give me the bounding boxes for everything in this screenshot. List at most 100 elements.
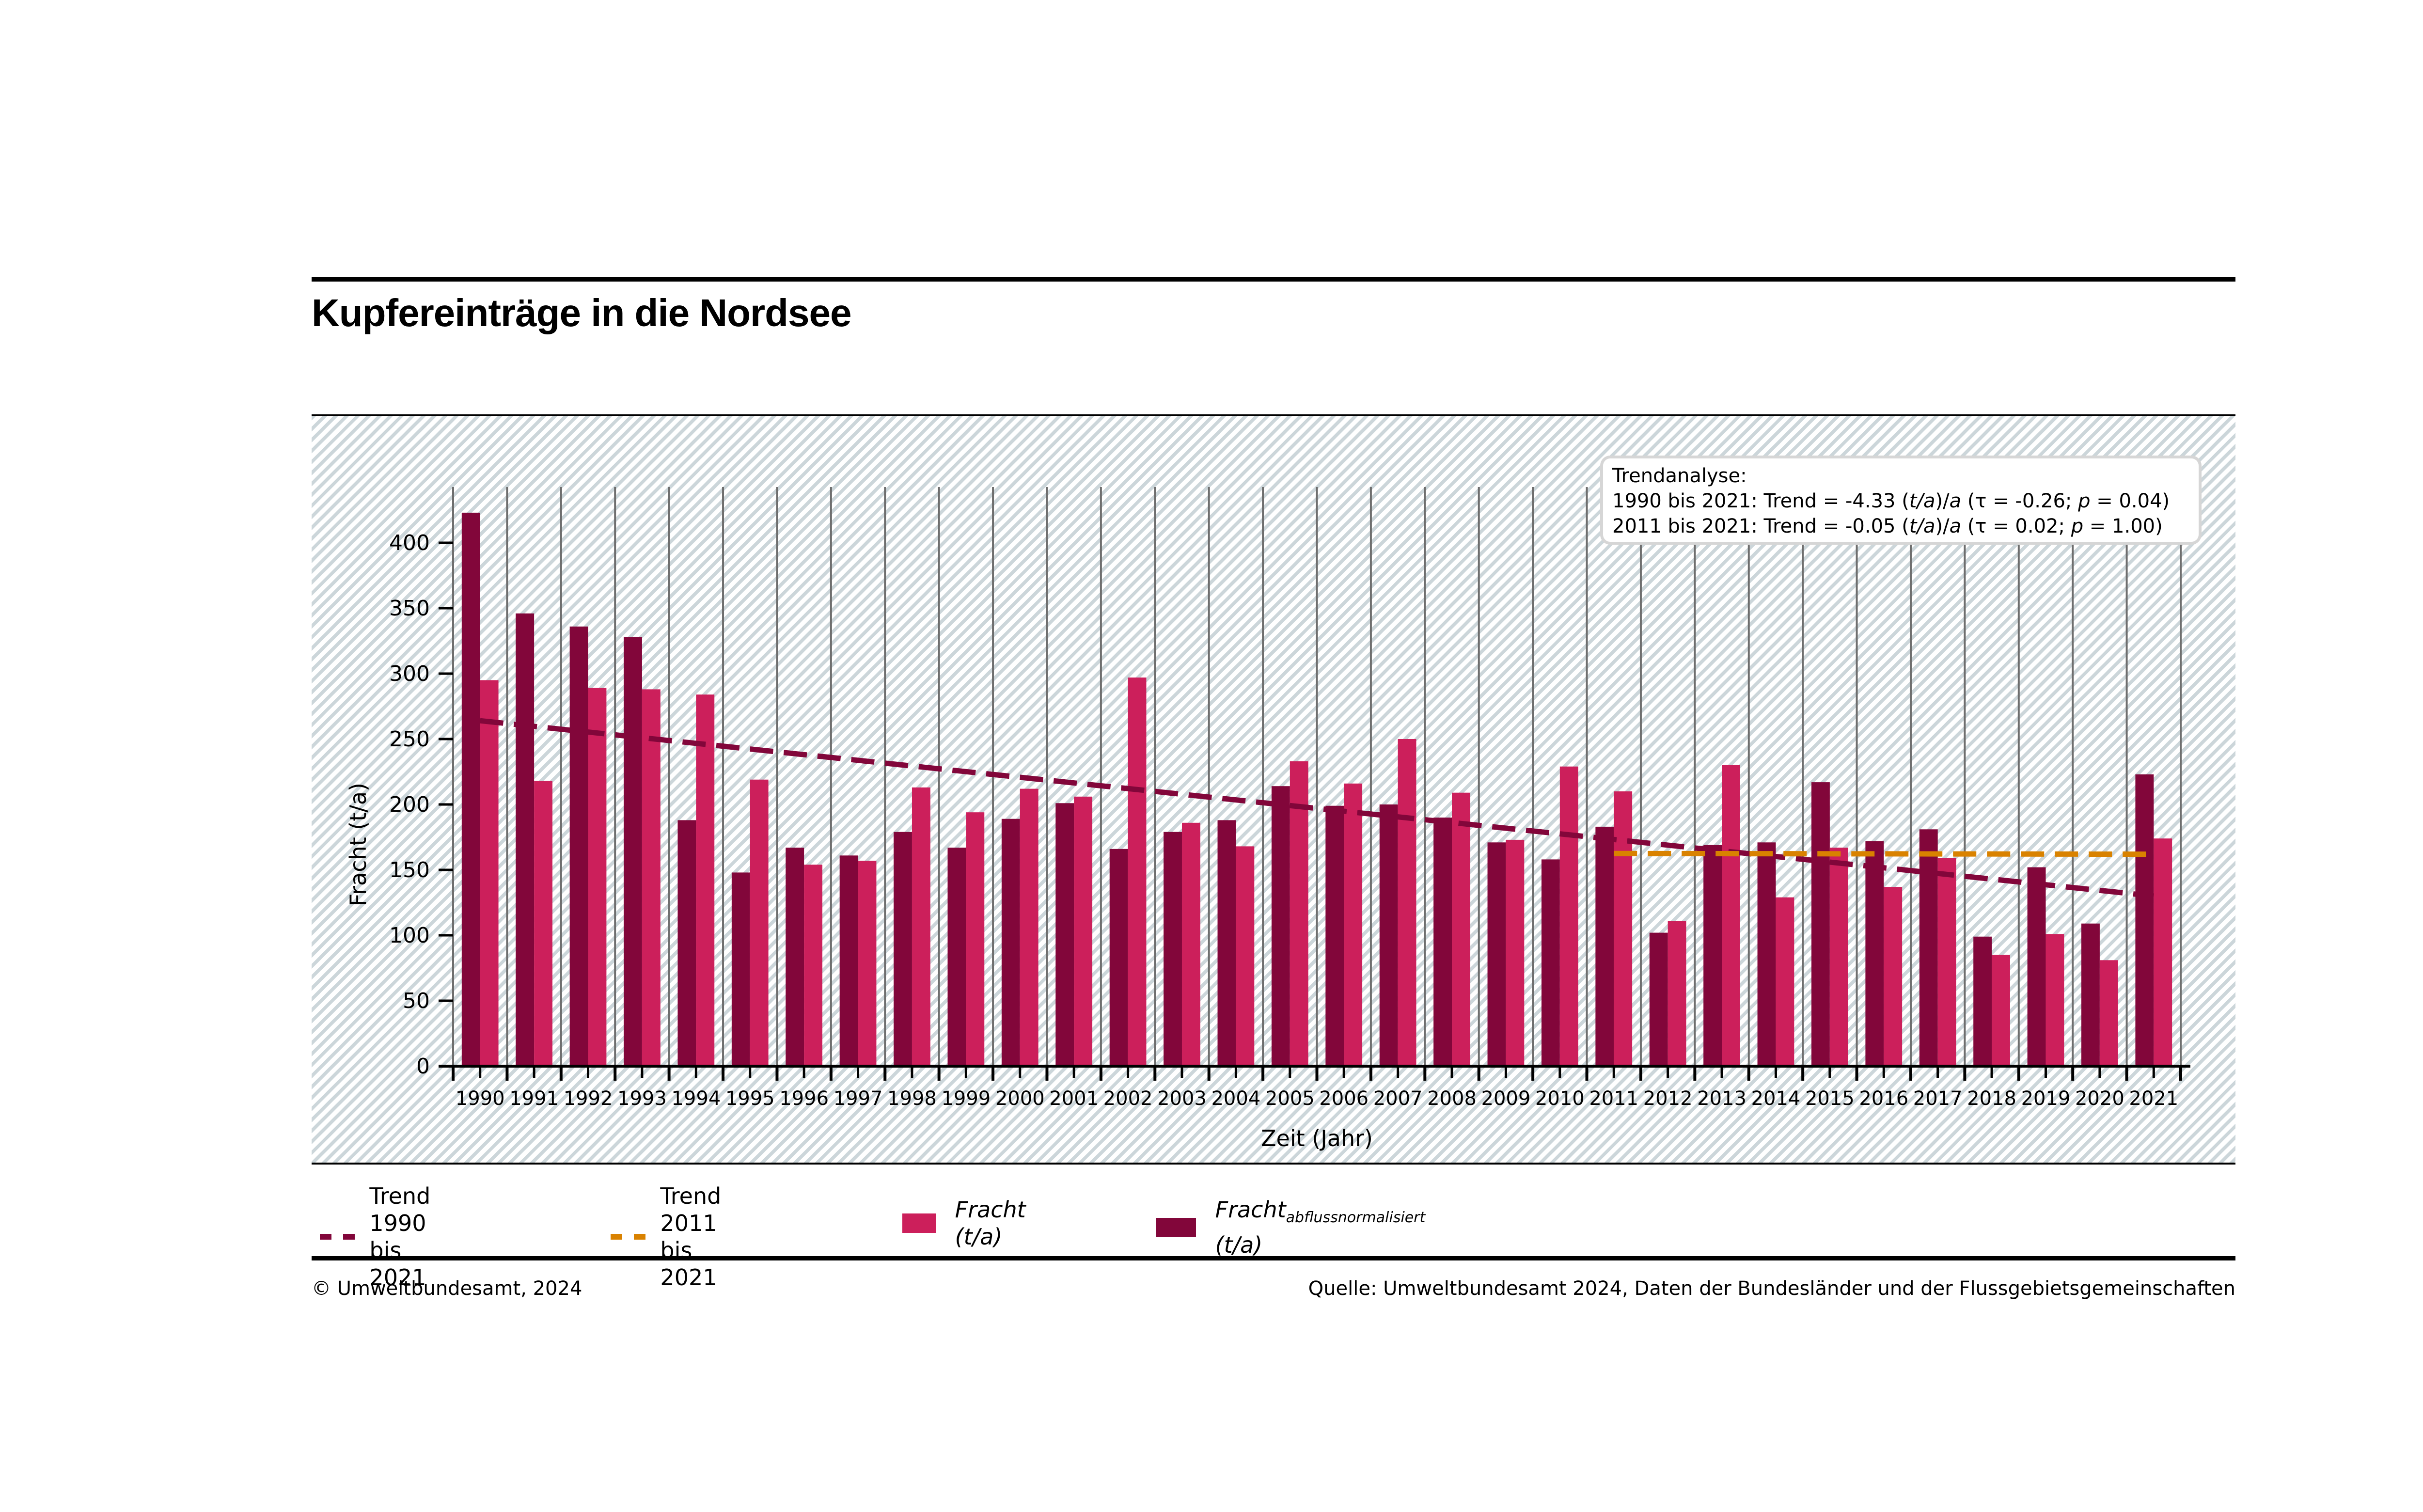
legend-item-trend-long: Trend 1990 bis 2021 [320, 1182, 458, 1291]
bar-fracht-normalized-1996 [786, 848, 804, 1066]
bar-fracht-normalized-2004 [1217, 820, 1236, 1066]
bar-fracht-1992 [588, 688, 607, 1066]
bar-fracht-normalized-2015 [1811, 782, 1830, 1066]
y-tick-label: 50 [403, 989, 430, 1013]
bar-fracht-2009 [1506, 839, 1525, 1066]
bar-fracht-normalized-1997 [839, 855, 858, 1066]
bar-fracht-1998 [912, 787, 930, 1066]
trend-short-swatch [611, 1234, 646, 1240]
x-tick-label: 1995 [725, 1087, 775, 1110]
legend-item-fracht: Fracht (t/a) [902, 1196, 1041, 1250]
legend-trend-long-line1: Trend [369, 1183, 431, 1209]
bar-fracht-1990 [480, 680, 499, 1066]
bar-fracht-2003 [1181, 822, 1200, 1066]
legend-trend-short-line1: Trend [660, 1183, 722, 1209]
trend-annotation-line: 2011 bis 2021: Trend = -0.05 (t/a)/a (τ … [1612, 515, 2163, 537]
bar-fracht-1997 [858, 861, 877, 1066]
x-tick-label: 2013 [1697, 1087, 1746, 1110]
fracht-swatch [902, 1213, 936, 1233]
copyright: © Umweltbundesamt, 2024 [312, 1277, 582, 1300]
footer-rule [312, 1256, 2235, 1260]
bar-fracht-normalized-2011 [1595, 826, 1614, 1066]
bar-fracht-2004 [1236, 846, 1255, 1066]
panel-bottom-rule [312, 1163, 2235, 1165]
y-tick-label: 250 [389, 727, 430, 752]
y-tick-label: 100 [389, 923, 430, 948]
panel-top-rule [312, 414, 2235, 416]
x-tick-label: 2021 [2129, 1087, 2178, 1110]
x-tick-label: 2006 [1319, 1087, 1369, 1110]
x-tick-label: 1991 [509, 1087, 559, 1110]
x-tick-label: 1994 [671, 1087, 721, 1110]
bar-fracht-normalized-1993 [624, 637, 642, 1066]
bar-fracht-normalized-2018 [1973, 936, 1992, 1066]
fracht-normalized-swatch [1156, 1217, 1196, 1237]
bar-fracht-2014 [1776, 897, 1794, 1066]
legend-item-fracht-normalized: Frachtabflussnormalisiert (t/a) [1156, 1196, 1434, 1259]
bar-fracht-2016 [1884, 887, 1903, 1066]
x-tick-label: 2001 [1049, 1087, 1099, 1110]
y-tick-label: 300 [389, 662, 430, 686]
bar-fracht-normalized-1999 [947, 848, 966, 1066]
trend-line-1990-2021 [480, 718, 2154, 899]
x-tick-label: 2011 [1589, 1087, 1638, 1110]
y-tick-label: 200 [389, 792, 430, 817]
bar-fracht-normalized-2002 [1109, 849, 1128, 1066]
bar-fracht-normalized-2010 [1541, 859, 1560, 1066]
x-tick-label: 2008 [1427, 1087, 1477, 1110]
bar-fracht-2000 [1020, 788, 1038, 1066]
bar-fracht-1991 [534, 781, 552, 1066]
legend-trend-short-line2: 2011 bis 2021 [660, 1210, 717, 1291]
x-tick-label: 1990 [456, 1087, 505, 1110]
bar-fracht-normalized-2007 [1379, 804, 1398, 1066]
chart-title: Kupfereinträge in die Nordsee [312, 291, 851, 334]
y-tick-label: 350 [389, 596, 430, 621]
top-rule [312, 277, 2235, 282]
bar-fracht-2008 [1452, 792, 1470, 1066]
bar-fracht-1999 [966, 812, 985, 1066]
bar-fracht-2011 [1614, 791, 1633, 1066]
legend-fracht-norm-main: Fracht [1215, 1197, 1286, 1223]
bar-fracht-2005 [1290, 761, 1308, 1066]
bar-fracht-normalized-2021 [2135, 774, 2154, 1066]
bar-fracht-normalized-2009 [1487, 842, 1506, 1066]
x-tick-label: 2014 [1751, 1087, 1801, 1110]
bar-fracht-1994 [696, 694, 715, 1066]
y-tick-label: 0 [416, 1054, 430, 1079]
legend-fracht-norm-sub: abflussnormalisiert [1286, 1209, 1426, 1227]
x-tick-label: 1993 [617, 1087, 667, 1110]
x-tick-label: 2004 [1211, 1087, 1260, 1110]
x-tick-label: 1999 [941, 1087, 991, 1110]
x-tick-label: 2009 [1481, 1087, 1531, 1110]
legend-fracht-norm-unit: (t/a) [1215, 1232, 1263, 1259]
bar-fracht-normalized-2016 [1865, 841, 1884, 1066]
x-tick-label: 2010 [1535, 1087, 1585, 1110]
x-tick-label: 2017 [1913, 1087, 1963, 1110]
bar-fracht-2001 [1074, 796, 1093, 1066]
x-tick-label: 2002 [1103, 1087, 1153, 1110]
x-tick-label: 2007 [1373, 1087, 1423, 1110]
bar-fracht-2017 [1937, 858, 1956, 1066]
bar-fracht-1993 [642, 689, 661, 1066]
x-tick-label: 2000 [995, 1087, 1045, 1110]
bar-fracht-2018 [1992, 955, 2010, 1066]
bar-fracht-2021 [2154, 838, 2172, 1066]
bar-fracht-normalized-1992 [569, 626, 588, 1066]
bar-fracht-1996 [804, 865, 823, 1066]
x-tick-label: 1997 [834, 1087, 883, 1110]
bar-fracht-normalized-2001 [1055, 803, 1074, 1066]
trend-annotation-box [1600, 456, 2202, 545]
legend-item-trend-short: Trend 2011 bis 2021 [611, 1182, 749, 1291]
bar-fracht-normalized-1994 [677, 820, 696, 1066]
bar-fracht-normalized-2000 [1001, 819, 1020, 1066]
bar-fracht-normalized-1991 [516, 613, 535, 1066]
y-tick-label: 150 [389, 858, 430, 882]
x-axis-label: Zeit (Jahr) [1261, 1125, 1373, 1151]
x-tick-label: 2018 [1967, 1087, 2016, 1110]
bar-fracht-normalized-2006 [1325, 805, 1344, 1066]
x-tick-label: 2020 [2075, 1087, 2124, 1110]
bar-fracht-2020 [2099, 960, 2118, 1066]
x-tick-label: 2015 [1805, 1087, 1855, 1110]
x-tick-label: 1996 [779, 1087, 829, 1110]
